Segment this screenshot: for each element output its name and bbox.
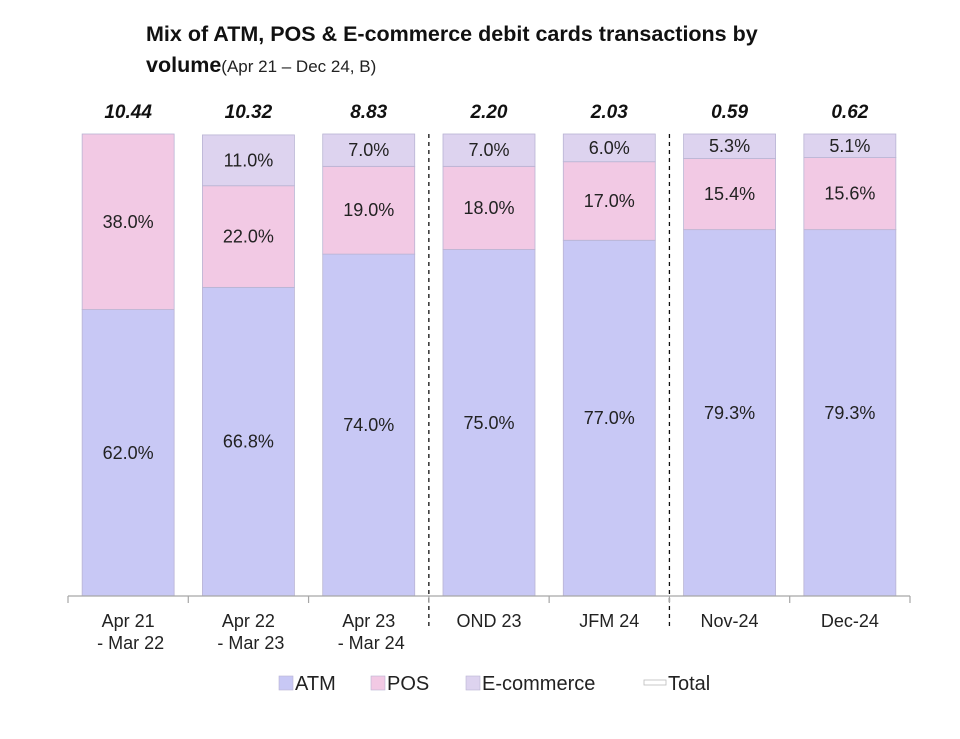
data-label-atm-4: 77.0% [584,408,635,428]
x-tick-label-2-0: Apr 23 [342,611,395,631]
bar-e-commerce-4 [562,133,656,163]
data-label-e-commerce-2: 7.0% [348,140,389,160]
bar-atm-0 [81,309,175,597]
x-tick-label-2-1: - Mar 24 [333,633,405,653]
data-label-pos-4: 17.0% [584,191,635,211]
bar-atm-5 [683,229,776,597]
legend-swatch-e-commerce [465,675,481,691]
data-label-e-commerce-1: 11.0% [224,150,274,170]
legend-label-total: Total [668,673,710,695]
data-label-atm-0: 62.0% [103,443,154,463]
legend: ATM POS E-commerce Total [278,673,710,695]
total-label-4: 2.03 [590,102,628,123]
chart-title-line2: volume [146,53,222,77]
bar-e-commerce-2 [322,133,416,167]
x-tick-label-6-0: Dec-24 [821,611,879,631]
data-label-e-commerce-5: 5.3% [709,136,750,156]
total-label-1: 10.32 [225,102,273,123]
total-label-3: 2.20 [470,102,508,123]
bar-atm-2 [322,253,416,597]
bar-pos-5 [683,158,776,231]
chart-title-line1: Mix of ATM, POS & E-commerce debit cards… [146,22,758,46]
total-label-2: 8.83 [350,102,387,123]
bar-e-commerce-5 [683,133,776,159]
totals-layer: 10.44 10.32 8.83 2.20 2.03 0.59 0.62 [104,102,868,123]
data-label-e-commerce-6: 5.1% [829,136,870,156]
bar-pos-2 [322,165,416,255]
legend-swatch-atm [278,675,294,691]
legend-swatch-pos [370,675,386,691]
chart-subtitle: (Apr 21 – Dec 24, B) [221,57,377,76]
x-tick-label-0-1: - Mar 22 [92,633,164,653]
bar-atm-3 [442,249,536,597]
total-label-6: 0.62 [831,102,868,123]
data-label-pos-6: 15.6% [824,184,875,204]
data-label-e-commerce-4: 6.0% [589,138,630,158]
separators-layer [428,134,671,628]
data-label-pos-0: 38.0% [103,212,154,232]
legend-label-pos: POS [387,673,429,695]
bar-pos-6 [803,157,897,231]
data-label-atm-6: 79.3% [824,403,875,423]
bar-pos-4 [562,161,656,241]
bar-e-commerce-1 [202,134,295,187]
data-label-atm-3: 75.0% [463,413,514,433]
x-axis: Apr 21 - Mar 22 Apr 22 - Mar 23 Apr 23 - M… [67,595,911,653]
total-label-0: 10.44 [104,102,152,123]
data-label-atm-2: 74.0% [343,415,394,435]
bar-atm-1 [202,286,295,597]
data-label-atm-5: 79.3% [704,403,755,423]
bar-atm-4 [562,239,656,597]
x-tick-label-1-1: - Mar 23 [212,633,284,653]
x-tick-label-1-0: Apr 22 [222,611,275,631]
x-tick-label-4-0: JFM 24 [579,611,639,631]
data-label-atm-1: 66.8% [223,432,274,452]
bars-layer: 62.0% 38.0% 66.8% 22.0% 11.0% 74.0% 19.0% 7.0% 7… [81,133,897,597]
data-label-pos-5: 15.4% [704,184,755,204]
bar-e-commerce-6 [803,133,897,158]
legend-swatch-total [643,679,667,686]
data-label-pos-2: 19.0% [343,200,394,220]
data-label-e-commerce-3: 7.0% [468,140,509,160]
data-label-pos-3: 18.0% [463,198,514,218]
bar-pos-0 [81,133,175,310]
x-tick-label-5-0: Nov-24 [701,611,759,631]
chart-title: Mix of ATM, POS & E-commerce debit cards… [146,20,906,82]
bar-atm-6 [803,229,897,597]
x-tick-label-3-0: OND 23 [456,611,521,631]
data-label-pos-1: 22.0% [223,227,274,247]
bar-e-commerce-3 [442,133,536,167]
legend-label-atm: ATM [295,673,336,695]
legend-label-e-commerce: E-commerce [482,673,595,695]
total-label-5: 0.59 [711,102,748,123]
x-tick-label-0-0: Apr 21 [102,611,155,631]
